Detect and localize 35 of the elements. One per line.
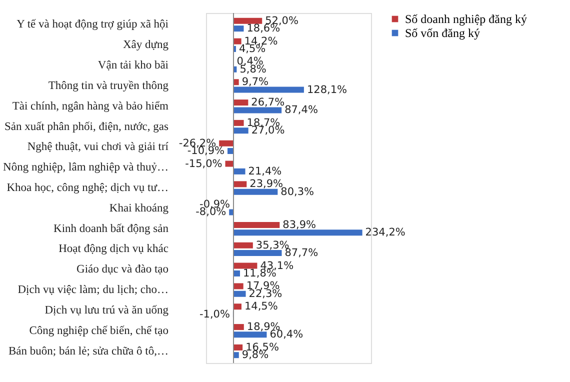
- y-tick-label: Xây dựng: [122, 39, 169, 52]
- y-tick-label: Thông tin và truyền thông: [48, 80, 169, 92]
- y-tick-label: Sản xuất phân phối, điện, nước, gas: [4, 120, 170, 133]
- y-tick-label: Kinh doanh bất động sản: [54, 222, 169, 235]
- data-label: -1,0%: [199, 308, 230, 320]
- data-label: 234,2%: [365, 226, 406, 239]
- data-label: 128,1%: [306, 84, 348, 96]
- data-label: 9,7%: [242, 76, 269, 88]
- data-label: 21,4%: [248, 165, 282, 178]
- y-tick-label: Hoạt động dịch vụ khác: [58, 243, 168, 256]
- data-label: 87,7%: [284, 247, 318, 260]
- y-tick-label: Y tế và hoạt động trợ giúp xã hội: [16, 18, 168, 31]
- y-tick-label: Khoa học, công nghệ; dịch vụ tư…: [6, 182, 168, 194]
- data-label: -10,9%: [187, 145, 225, 158]
- y-tick-label: Giáo dục và đào tạo: [76, 264, 169, 276]
- data-label: -15,0%: [185, 158, 222, 170]
- legend-label: Số vốn đăng ký: [405, 26, 480, 40]
- y-tick-label: Khai khoáng: [109, 202, 169, 214]
- data-label: 80,3%: [280, 186, 314, 198]
- data-label: 83,9%: [282, 218, 316, 231]
- data-label: 87,4%: [284, 104, 318, 116]
- legend-label: Số doanh nghiệp đăng ký: [405, 12, 527, 26]
- data-label: 14,5%: [244, 300, 278, 313]
- y-tick-label: Công nghiệp chế biến, chế tạo: [29, 324, 169, 337]
- y-tick-label: Nghệ thuật, vui chơi và giải trí: [27, 141, 170, 154]
- y-tick-label: Nông nghiệp, lâm nghiệp và thuỷ…: [3, 162, 168, 174]
- y-tick-label: Tài chính, ngân hàng và bảo hiểm: [12, 100, 169, 112]
- y-tick-label: Vận tải kho bãi: [98, 60, 168, 72]
- data-label: 14,2%: [244, 35, 278, 48]
- y-tick-label: Dịch vụ lưu trú và ăn uống: [44, 304, 169, 316]
- data-label: 26,7%: [251, 96, 285, 109]
- y-tick-label: Bán buôn; bán lẻ; sửa chữa ô tô,…: [8, 345, 168, 358]
- data-label: -8,0%: [196, 206, 226, 218]
- y-tick-label: Dịch vụ việc làm; du lịch; cho…: [18, 284, 168, 296]
- data-label: 22,3%: [248, 288, 282, 300]
